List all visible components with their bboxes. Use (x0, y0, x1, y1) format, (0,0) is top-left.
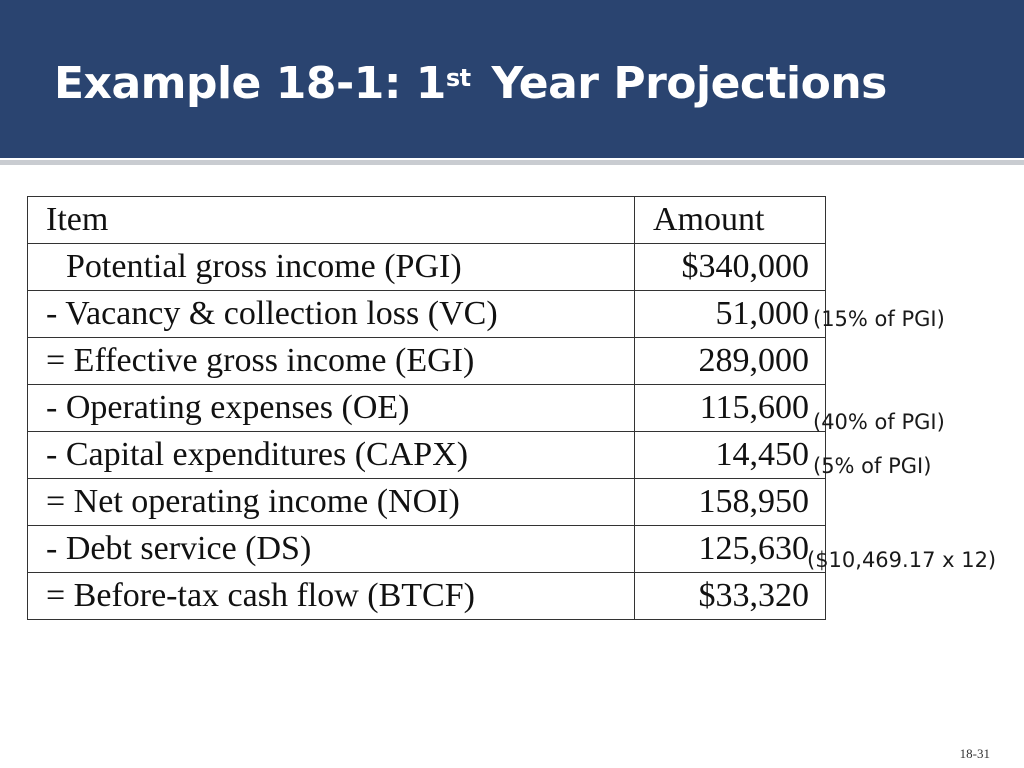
header-divider (0, 160, 1024, 165)
table-header-row: Item Amount (27, 196, 826, 244)
row-amount: 158,950 (634, 478, 826, 526)
header-item: Item (27, 196, 635, 244)
row-label: = Before-tax cash flow (BTCF) (27, 572, 635, 620)
title-superscript: st (445, 64, 471, 92)
row-label: = Net operating income (NOI) (27, 478, 635, 526)
row-label: Potential gross income (PGI) (27, 243, 635, 291)
row-amount: 289,000 (634, 337, 826, 385)
projections-table: Item Amount Potential gross income (PGI)… (27, 196, 826, 620)
row-amount: $340,000 (634, 243, 826, 291)
table-row: - Debt service (DS) 125,630 (27, 525, 826, 573)
row-label: - Capital expenditures (CAPX) (27, 431, 635, 479)
note-debt-service: ($10,469.17 x 12) (807, 548, 997, 572)
table-row: = Effective gross income (EGI) 289,000 (27, 337, 826, 385)
note-capex: (5% of PGI) (813, 454, 932, 478)
row-label: - Operating expenses (OE) (27, 384, 635, 432)
table-row: - Capital expenditures (CAPX) 14,450 (27, 431, 826, 479)
row-label: - Vacancy & collection loss (VC) (27, 290, 635, 338)
slide-title: Example 18-1: 1st Year Projections (54, 52, 887, 116)
row-amount: $33,320 (634, 572, 826, 620)
row-amount: 115,600 (634, 384, 826, 432)
table-row: = Before-tax cash flow (BTCF) $33,320 (27, 572, 826, 620)
note-vacancy: (15% of PGI) (813, 307, 945, 331)
row-label: = Effective gross income (EGI) (27, 337, 635, 385)
slide-number: 18-31 (959, 746, 990, 761)
row-amount: 125,630 (634, 525, 826, 573)
table-row: - Operating expenses (OE) 115,600 (27, 384, 826, 432)
table-row: = Net operating income (NOI) 158,950 (27, 478, 826, 526)
title-main: Example 18-1: 1 (54, 58, 446, 109)
title-rest: Year Projections (476, 58, 887, 109)
row-amount: 51,000 (634, 290, 826, 338)
title-banner: Example 18-1: 1st Year Projections (0, 0, 1024, 158)
table-row: - Vacancy & collection loss (VC) 51,000 (27, 290, 826, 338)
row-amount: 14,450 (634, 431, 826, 479)
table-row: Potential gross income (PGI) $340,000 (27, 243, 826, 291)
header-amount: Amount (634, 196, 826, 244)
row-label: - Debt service (DS) (27, 525, 635, 573)
note-operating-expenses: (40% of PGI) (813, 410, 945, 434)
